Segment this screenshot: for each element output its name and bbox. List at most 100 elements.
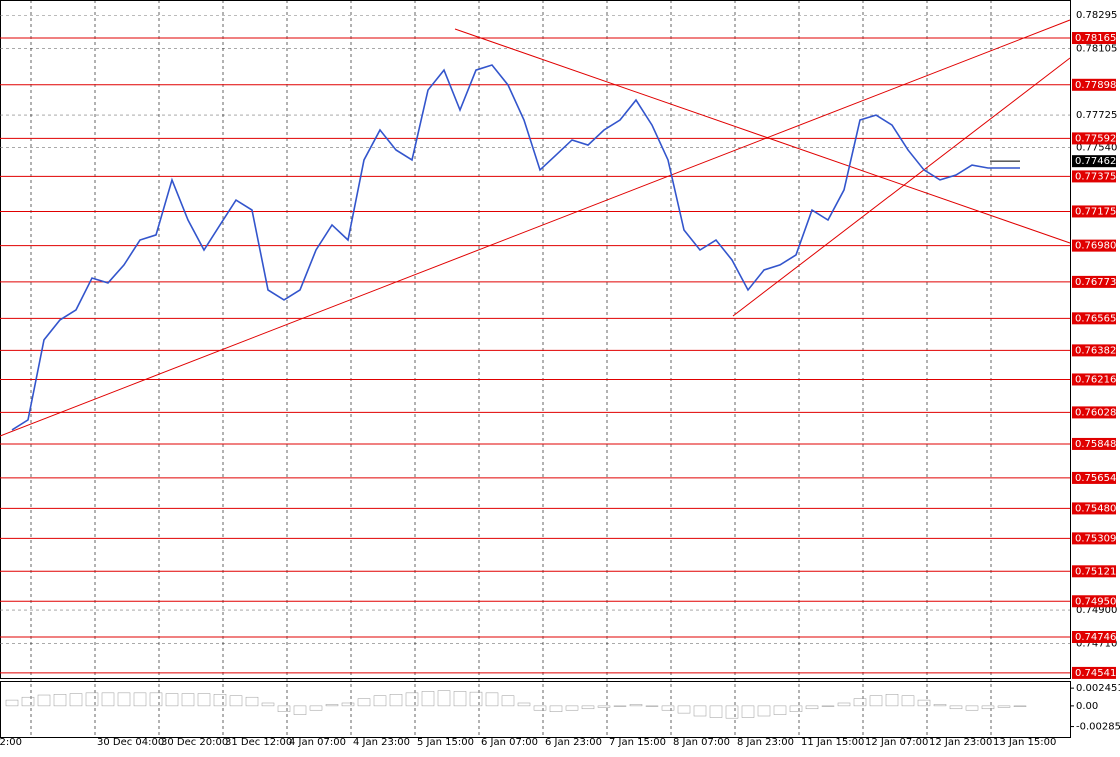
level-label: 0.76565 <box>1075 313 1116 324</box>
x-tick-label: 7 Jan 15:00 <box>609 737 666 748</box>
indicator-bar <box>949 705 963 710</box>
indicator-bar <box>245 696 259 707</box>
indicator-bar <box>1013 705 1027 707</box>
indicator-bar <box>917 699 931 707</box>
level-label: 0.77898 <box>1075 80 1116 91</box>
indicator-bar <box>773 705 787 715</box>
level-label: 0.75480 <box>1075 503 1116 514</box>
indicator-tick-label: 0.002451 <box>1076 683 1120 694</box>
indicator-bar <box>629 704 643 707</box>
x-tick-label: 8 Jan 07:00 <box>673 737 730 748</box>
indicator-bar <box>293 705 307 715</box>
x-tick-label: 13 Jan 15:00 <box>993 737 1056 748</box>
indicator-bar <box>469 691 483 707</box>
level-label-box <box>1072 78 1116 91</box>
indicator-bar <box>309 705 323 711</box>
indicator-bar <box>645 705 659 707</box>
y-tick-label: 0.77725 <box>1076 110 1117 121</box>
indicator-bar <box>101 692 115 707</box>
indicator-bar <box>229 695 243 707</box>
indicator-bar <box>165 693 179 707</box>
indicator-bar <box>85 692 99 707</box>
indicator-bar <box>517 702 531 707</box>
level-label-box <box>1072 312 1116 325</box>
x-tick-label: 5 Jan 15:00 <box>417 737 474 748</box>
x-tick-label: 12 Jan 23:00 <box>929 737 992 748</box>
indicator-bar <box>933 704 947 707</box>
level-label: 0.78165 <box>1075 33 1116 44</box>
indicator-bar <box>853 698 867 707</box>
indicator-bar <box>533 705 547 711</box>
indicator-bar <box>677 705 691 714</box>
indicator-bar <box>405 692 419 707</box>
level-label: 0.75309 <box>1075 533 1116 544</box>
x-tick-label: 4 Jan 07:00 <box>289 737 346 748</box>
price-frame <box>0 0 1071 679</box>
indicator-tick-label: -0.002856 <box>1076 722 1120 733</box>
level-label-box <box>1072 437 1116 450</box>
level-label-box <box>1072 170 1116 183</box>
level-label-box <box>1072 471 1116 484</box>
indicator-bar <box>965 705 979 711</box>
indicator-bar <box>437 690 451 707</box>
indicator-bar <box>869 695 883 707</box>
level-label: 0.75654 <box>1075 473 1116 484</box>
indicator-bar <box>277 705 291 712</box>
indicator-bar <box>453 691 467 707</box>
level-label: 0.76773 <box>1075 277 1116 288</box>
trend-lines <box>0 19 1071 437</box>
indicator-bar <box>261 702 275 707</box>
level-label-box <box>1072 595 1116 608</box>
indicator-bar <box>901 695 915 707</box>
indicator-tick-label: 0.00 <box>1076 701 1098 712</box>
indicator-bar <box>725 705 739 719</box>
indicator-bar <box>357 698 371 707</box>
y-tick-label: 0.78295 <box>1076 10 1117 21</box>
indicator-bar <box>421 691 435 707</box>
level-label: 0.77592 <box>1075 133 1116 144</box>
x-tick-label: 6 Jan 23:00 <box>545 737 602 748</box>
plot <box>5 64 1027 719</box>
indicator-bar <box>149 692 163 707</box>
x-tick-label: 8 Jan 23:00 <box>737 737 794 748</box>
indicator-bar <box>325 704 339 707</box>
trend-line <box>0 19 1071 437</box>
indicator-bar <box>613 705 627 707</box>
indicator-bar <box>757 705 771 717</box>
axis: 0.78295 0.78105 0.77725 0.77540 0.74900 0.747… <box>0 10 1120 748</box>
indicator-bar <box>821 705 835 707</box>
level-label-box <box>1072 344 1116 357</box>
level-label-box <box>1072 666 1116 679</box>
indicator-bar <box>997 705 1011 708</box>
x-tick-label: 12 Jan 07:00 <box>865 737 928 748</box>
indicator-bar <box>981 705 995 710</box>
indicator-bar <box>389 694 403 707</box>
indicator-bar <box>501 695 515 707</box>
level-label: 0.76382 <box>1075 345 1116 356</box>
indicator-bar <box>661 705 675 711</box>
indicator-bar <box>53 694 67 707</box>
x-tick-label: 30 Dec 20:00 <box>161 737 228 748</box>
y-tick-label: 0.74710 <box>1076 638 1117 649</box>
x-tick-label: 11 Jan 15:00 <box>801 737 864 748</box>
grid <box>0 0 1074 737</box>
y-tick-label: 0.74900 <box>1076 605 1117 616</box>
indicator-bar <box>181 693 195 707</box>
level-label: 0.74746 <box>1075 632 1116 643</box>
level-label-box <box>1072 502 1116 515</box>
level-label: 0.74541 <box>1075 668 1116 679</box>
levels <box>0 37 1070 674</box>
indicator-bar <box>549 705 563 712</box>
level-label-box <box>1072 631 1116 644</box>
indicator-bar <box>213 694 227 707</box>
indicator-bar <box>693 705 707 717</box>
indicator-bar <box>117 692 131 707</box>
level-label: 0.76980 <box>1075 241 1116 252</box>
y-tick-label: 0.78105 <box>1076 44 1117 55</box>
x-tick-label: 31 Dec 12:00 <box>225 737 292 748</box>
trend-line <box>454 28 1071 244</box>
level-label: 0.75848 <box>1075 439 1116 450</box>
level-label-box <box>1072 205 1116 218</box>
